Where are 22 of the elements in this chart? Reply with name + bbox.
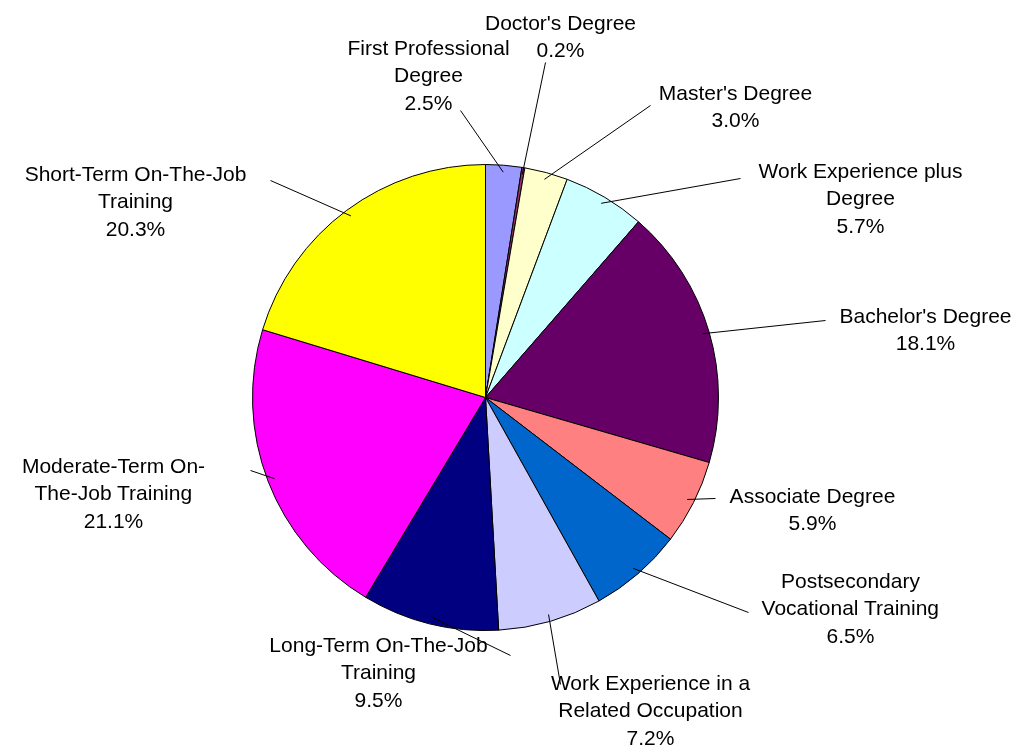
slice-label: Bachelor's Degree bbox=[839, 303, 1012, 327]
data-label: 9.5% bbox=[354, 687, 403, 711]
data-label: 6.5% bbox=[826, 623, 875, 647]
data-label: 5.9% bbox=[788, 511, 837, 535]
data-label: 0.2% bbox=[536, 38, 585, 62]
slice-label: Associate Degree bbox=[729, 483, 896, 507]
slice-label: Work Experience in a Related Occupation bbox=[550, 670, 751, 722]
data-label: 2.5% bbox=[404, 90, 453, 114]
data-label: 7.2% bbox=[626, 725, 675, 749]
legend-label: Moderate-Term On- The-Job Training bbox=[21, 453, 206, 505]
data-label: 21.1% bbox=[83, 508, 144, 532]
slice-label: Postsecondary Vocational Training bbox=[761, 568, 940, 620]
slice-label: Long-Term On-The-Job Training bbox=[269, 632, 488, 684]
slice-label: First Professional Degree bbox=[347, 35, 510, 87]
slice-label: Short-Term On-The-Job Training bbox=[24, 161, 247, 213]
slice-label: Master's Degree bbox=[658, 80, 813, 104]
slice-label: Doctor's Degree bbox=[484, 10, 637, 34]
slice-label: Work Experience plus Degree bbox=[758, 158, 963, 210]
data-label: 5.7% bbox=[836, 213, 885, 237]
data-label: 20.3% bbox=[105, 216, 166, 240]
data-label: 3.0% bbox=[711, 108, 760, 132]
data-label: 18.1% bbox=[895, 331, 956, 355]
